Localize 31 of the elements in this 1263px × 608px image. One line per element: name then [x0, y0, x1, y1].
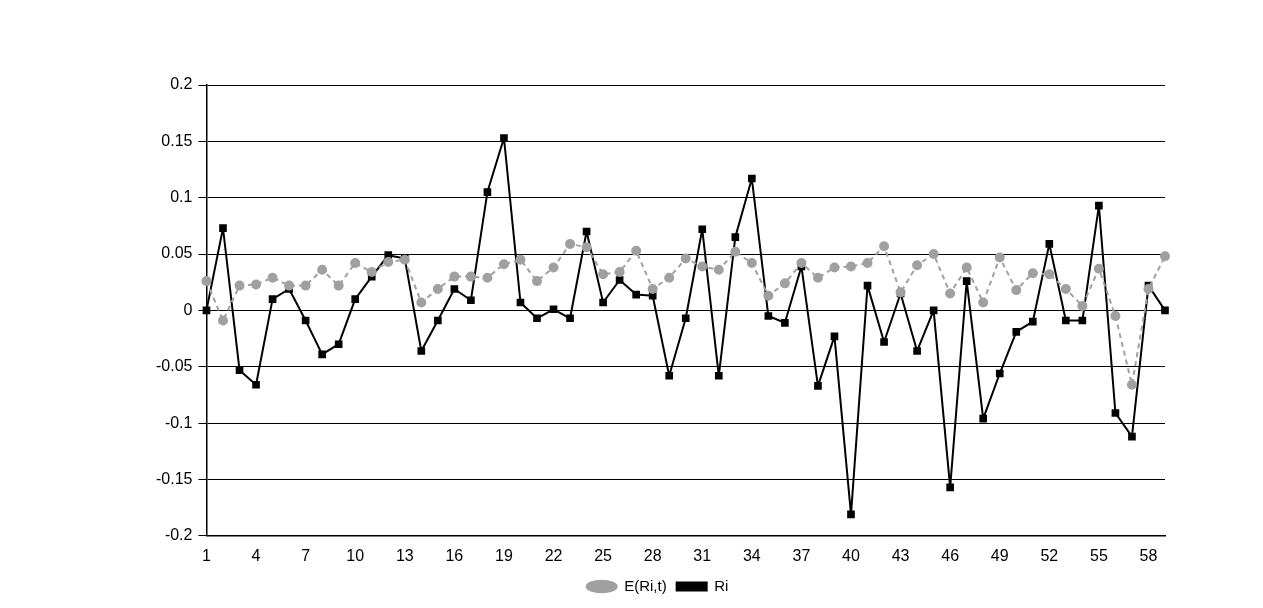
- x-tick-label: 19: [495, 546, 513, 564]
- x-tick-label: 58: [1139, 546, 1158, 564]
- x-tick-label: 16: [445, 546, 464, 564]
- x-tick-label: 28: [643, 546, 662, 564]
- x-tick-label: 13: [395, 546, 414, 564]
- x-tick-label: 43: [891, 546, 910, 564]
- x-tick-label: 31: [693, 546, 712, 564]
- x-tick-label: 49: [990, 546, 1009, 564]
- x-tick-label: 10: [346, 546, 365, 564]
- legend-label: E(Ri,t): [624, 576, 667, 594]
- x-tick-label: 52: [1040, 546, 1059, 564]
- x-tick-label: 22: [544, 546, 563, 564]
- x-tick-label: 55: [1090, 546, 1108, 564]
- x-tick-label: 34: [742, 546, 761, 564]
- x-tick-label: 37: [792, 546, 811, 564]
- x-tick-label: 4: [251, 546, 261, 564]
- y-tick-label: 0: [183, 300, 193, 318]
- y-tick-label: 0.15: [161, 131, 193, 149]
- y-tick-label: 0.2: [170, 75, 193, 93]
- legend-label: Ri: [714, 576, 729, 594]
- y-tick-label: -0.1: [164, 413, 193, 431]
- x-tick-label: 46: [941, 546, 960, 564]
- x-tick-label: 25: [594, 546, 613, 564]
- x-tick-label: 1: [202, 546, 212, 564]
- y-tick-label: -0.2: [164, 526, 193, 544]
- y-tick-label: 0.1: [170, 188, 193, 206]
- x-tick-label: 7: [301, 546, 311, 564]
- x-tick-label: 40: [842, 546, 860, 564]
- y-tick-label: -0.05: [156, 357, 193, 375]
- y-tick-label: 0.05: [161, 244, 193, 262]
- y-tick-label: -0.15: [156, 469, 193, 487]
